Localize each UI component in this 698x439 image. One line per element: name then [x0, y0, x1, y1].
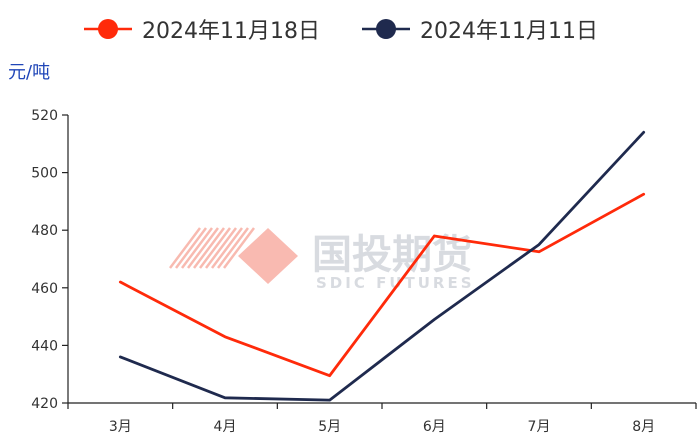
legend-item: 2024年11月18日: [84, 19, 320, 44]
x-tick-label: 5月: [318, 419, 341, 435]
legend-item: 2024年11月11日: [362, 19, 598, 44]
x-tick-label: 4月: [214, 419, 237, 435]
legend-circle-marker: [376, 19, 396, 39]
legend: 2024年11月18日 2024年11月11日: [84, 19, 598, 44]
y-tick-label: 500: [31, 166, 58, 182]
x-tick-label: 7月: [528, 419, 551, 435]
y-tick-label: 440: [31, 338, 58, 354]
watermark-stripes-icon: [170, 228, 254, 268]
x-tick-label: 3月: [109, 419, 132, 435]
legend-label: 2024年11月18日: [142, 19, 320, 44]
y-tick-label: 480: [31, 223, 58, 239]
y-axis-unit-label: 元/吨: [8, 62, 50, 83]
x-tick-label: 6月: [423, 419, 446, 435]
y-tick-label: 420: [31, 396, 58, 412]
y-tick-label: 520: [31, 108, 58, 124]
x-tick-label: 8月: [632, 419, 655, 435]
y-tick-label: 460: [31, 281, 58, 297]
legend-label: 2024年11月11日: [420, 19, 598, 44]
legend-circle-marker: [98, 19, 118, 39]
